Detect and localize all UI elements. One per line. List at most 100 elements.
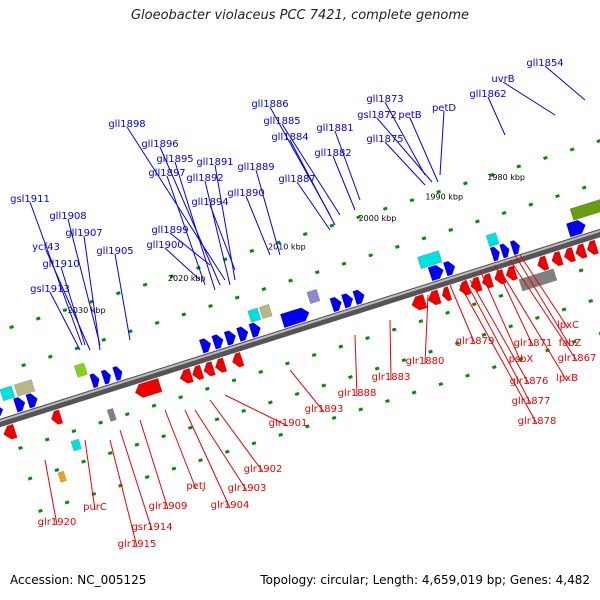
forward-gene-arrow[interactable] xyxy=(442,260,456,277)
forward-gene-arrow[interactable] xyxy=(12,397,26,413)
gene-label[interactable]: gll1882 xyxy=(314,148,351,159)
gene-label[interactable]: gll1886 xyxy=(251,99,288,110)
gene-label[interactable]: gll1899 xyxy=(151,225,188,236)
reverse-gene-arrow[interactable] xyxy=(411,293,428,311)
gene-label[interactable]: gll1895 xyxy=(156,154,193,165)
reverse-gene-arrow[interactable] xyxy=(3,423,18,440)
feature-box[interactable] xyxy=(106,407,117,422)
forward-gene-arrow[interactable] xyxy=(329,296,342,313)
feature-box[interactable] xyxy=(306,288,321,305)
reverse-gene-arrow[interactable] xyxy=(470,276,483,292)
forward-gene-arrow[interactable] xyxy=(198,338,212,354)
feature-box[interactable] xyxy=(569,191,600,221)
reverse-gene-arrow[interactable] xyxy=(215,357,228,373)
reverse-gene-arrow[interactable] xyxy=(537,255,550,271)
gene-label[interactable]: gll1898 xyxy=(108,119,145,130)
forward-gene-arrow[interactable] xyxy=(223,330,236,346)
forward-gene-arrow[interactable] xyxy=(352,289,365,306)
gene-label[interactable]: gsr1914 xyxy=(131,522,172,533)
gene-label[interactable]: gll1908 xyxy=(49,211,86,222)
gene-label[interactable]: glr1903 xyxy=(228,483,267,494)
reverse-gene-arrow[interactable] xyxy=(505,265,519,281)
reverse-gene-arrow[interactable] xyxy=(459,280,472,296)
forward-gene-arrow[interactable] xyxy=(248,322,261,338)
forward-gene-arrow[interactable] xyxy=(279,307,310,329)
gene-label[interactable]: glr1871 xyxy=(514,338,553,349)
forward-gene-arrow[interactable] xyxy=(112,365,123,382)
gene-label[interactable]: purC xyxy=(83,502,107,513)
gene-label[interactable]: gll1897 xyxy=(148,168,185,179)
forward-gene-arrow[interactable] xyxy=(0,405,4,423)
gene-label[interactable]: glr1867 xyxy=(558,353,597,364)
gene-label[interactable]: gsl1872 xyxy=(357,110,397,121)
forward-gene-arrow[interactable] xyxy=(509,240,521,256)
forward-gene-arrow[interactable] xyxy=(100,369,112,385)
forward-gene-arrow[interactable] xyxy=(211,334,224,350)
gene-label[interactable]: glr1893 xyxy=(305,404,344,415)
gene-label[interactable]: glr1902 xyxy=(244,464,283,475)
gene-label[interactable]: gll1900 xyxy=(146,240,183,251)
feature-box[interactable] xyxy=(258,303,273,320)
gene-label[interactable]: glr1883 xyxy=(372,372,411,383)
feature-box[interactable] xyxy=(13,379,36,397)
gene-label[interactable]: gll1889 xyxy=(237,162,274,173)
forward-gene-arrow[interactable] xyxy=(499,243,510,259)
gene-label[interactable]: fabZ xyxy=(559,338,582,349)
reverse-gene-arrow[interactable] xyxy=(586,239,600,256)
gene-label[interactable]: glr1878 xyxy=(518,416,557,427)
gene-label[interactable]: glr1879 xyxy=(456,336,495,347)
feature-box[interactable] xyxy=(57,470,67,483)
reverse-gene-arrow[interactable] xyxy=(427,289,442,306)
gene-label[interactable]: gll1894 xyxy=(191,197,228,208)
reverse-gene-arrow[interactable] xyxy=(179,367,194,384)
gene-label[interactable]: gll1896 xyxy=(141,139,178,150)
gene-label[interactable]: gll1881 xyxy=(316,123,353,134)
gene-label[interactable]: uvrB xyxy=(491,74,514,85)
gene-label[interactable]: glr1901 xyxy=(269,418,308,429)
gene-label[interactable]: petJ xyxy=(186,481,205,492)
gene-label[interactable]: glr1920 xyxy=(38,517,77,528)
feature-box[interactable] xyxy=(0,385,16,402)
gene-label[interactable]: gll1862 xyxy=(469,89,506,100)
gene-label[interactable]: ycf43 xyxy=(32,242,60,253)
gene-label[interactable]: gll1890 xyxy=(227,188,264,199)
gene-label[interactable]: gll1885 xyxy=(263,116,300,127)
gene-label[interactable]: glr1876 xyxy=(510,376,549,387)
feature-box[interactable] xyxy=(417,250,443,270)
reverse-gene-arrow[interactable] xyxy=(134,377,163,398)
reverse-gene-arrow[interactable] xyxy=(203,361,216,377)
forward-gene-arrow[interactable] xyxy=(236,326,249,342)
reverse-gene-arrow[interactable] xyxy=(232,351,245,368)
forward-gene-arrow[interactable] xyxy=(565,219,586,238)
gene-label[interactable]: glr1909 xyxy=(149,501,188,512)
gene-label[interactable]: gll1873 xyxy=(366,94,403,105)
reverse-gene-arrow[interactable] xyxy=(192,364,205,381)
gene-label[interactable]: glr1904 xyxy=(211,500,250,511)
gene-label[interactable]: glr1915 xyxy=(118,539,157,550)
gene-label[interactable]: gll1875 xyxy=(366,134,403,145)
reverse-gene-arrow[interactable] xyxy=(51,409,64,425)
gene-label[interactable]: gll1910 xyxy=(42,259,79,270)
gene-label[interactable]: glr1888 xyxy=(338,388,377,399)
forward-gene-arrow[interactable] xyxy=(89,373,100,389)
gene-label[interactable]: gll1892 xyxy=(186,173,223,184)
feature-box[interactable] xyxy=(70,438,82,452)
forward-gene-arrow[interactable] xyxy=(340,293,354,309)
gene-label[interactable]: psbX xyxy=(509,354,534,365)
feature-box[interactable] xyxy=(518,268,558,292)
gene-label[interactable]: lpxC xyxy=(557,320,579,331)
gene-label[interactable]: gll1905 xyxy=(96,246,133,257)
gene-label[interactable]: gll1854 xyxy=(526,58,563,69)
gene-label[interactable]: lpxB xyxy=(556,373,578,384)
feature-box[interactable] xyxy=(73,362,88,378)
gene-label[interactable]: glr1877 xyxy=(512,396,551,407)
gene-label[interactable]: petB xyxy=(398,110,421,121)
gene-label[interactable]: glr1880 xyxy=(406,356,445,367)
feature-box[interactable] xyxy=(485,232,500,248)
gene-label[interactable]: gsl1911 xyxy=(10,194,50,205)
gene-label[interactable]: gll1884 xyxy=(271,132,308,143)
reverse-gene-arrow[interactable] xyxy=(563,246,577,263)
gene-label[interactable]: gll1907 xyxy=(65,228,102,239)
reverse-gene-arrow[interactable] xyxy=(481,272,495,289)
